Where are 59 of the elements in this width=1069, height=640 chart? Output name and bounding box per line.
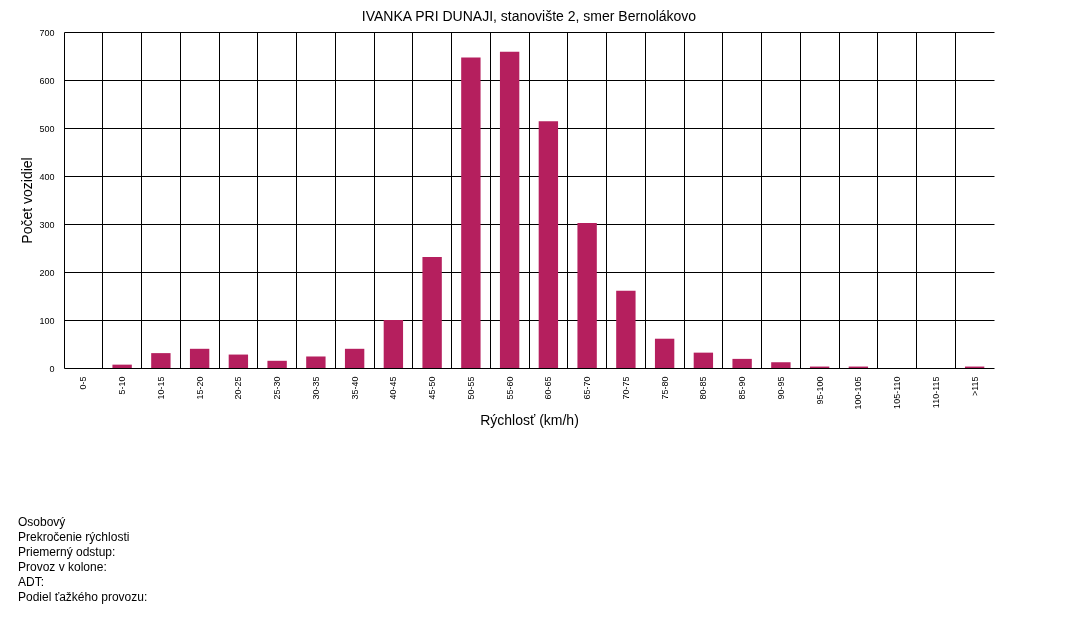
y-tick-label: 0 [49, 363, 55, 374]
x-axis-title: Rýchlosť (km/h) [480, 411, 579, 428]
x-tick-label: 5-10 [117, 376, 128, 395]
chart-title: IVANKA PRI DUNAJI, stanovište 2, smer Bernolákovo [361, 8, 697, 24]
bar [228, 354, 249, 368]
bar [616, 290, 636, 368]
x-tick-label: 75-80 [659, 376, 670, 400]
bar [422, 257, 442, 368]
bar [577, 223, 597, 368]
y-tick-label: 100 [39, 315, 55, 326]
bar [383, 320, 404, 368]
x-tick-label: 15-20 [194, 376, 205, 400]
bar [112, 364, 132, 368]
bar [267, 360, 287, 368]
text: ADT: [18, 575, 45, 590]
x-tick-label: 95-100 [814, 376, 825, 405]
x-tick-label: 60-65 [543, 376, 554, 400]
text: Prekročenie rýchlosti [18, 530, 131, 545]
x-tick-label: 55-60 [504, 376, 515, 400]
text: Podiel ťažkého provozu: [18, 590, 148, 605]
y-tick-label: 300 [39, 219, 55, 230]
text: Osobový [18, 515, 67, 530]
x-tick-label: 20-25 [233, 376, 244, 400]
x-tick-label: >115 [969, 376, 980, 397]
y-tick-label: 500 [39, 123, 55, 134]
text: Priemerný odstup: [18, 545, 117, 560]
x-tick-label: 85-90 [737, 376, 748, 400]
x-tick-label: 50-55 [465, 376, 476, 400]
x-tick-label: 110-115 [930, 376, 941, 409]
bar [344, 348, 365, 368]
x-tick-label: 100-105 [853, 376, 864, 410]
y-tick-label: 400 [39, 171, 55, 182]
y-tick-label: 700 [39, 27, 55, 38]
x-tick-label: 0-5 [78, 376, 89, 390]
x-tick-label: 65-70 [582, 376, 593, 400]
bar [151, 353, 171, 368]
y-tick-label: 200 [39, 267, 55, 278]
bar [306, 356, 326, 368]
text: Provoz v kolone: [18, 560, 108, 575]
y-tick-label: 600 [39, 75, 55, 86]
bar [771, 362, 791, 368]
x-tick-label: 90-95 [775, 376, 786, 400]
y-axis-title: Počet vozidiel [19, 157, 36, 244]
bar [693, 352, 714, 368]
bar [189, 348, 210, 368]
x-tick-label: 105-110 [892, 376, 903, 409]
x-tick-label: 35-40 [349, 376, 360, 400]
x-tick-label: 30-35 [310, 376, 321, 400]
bar [654, 338, 675, 368]
x-tick-label: 25-30 [272, 376, 283, 400]
bar [732, 358, 752, 368]
x-tick-label: 45-50 [427, 376, 438, 400]
bar [461, 57, 481, 368]
x-tick-label: 70-75 [620, 376, 631, 400]
x-tick-label: 40-45 [388, 376, 399, 400]
x-tick-label: 10-15 [155, 376, 166, 400]
x-tick-label: 80-85 [698, 376, 709, 400]
bar [499, 51, 520, 368]
bar [538, 121, 559, 368]
